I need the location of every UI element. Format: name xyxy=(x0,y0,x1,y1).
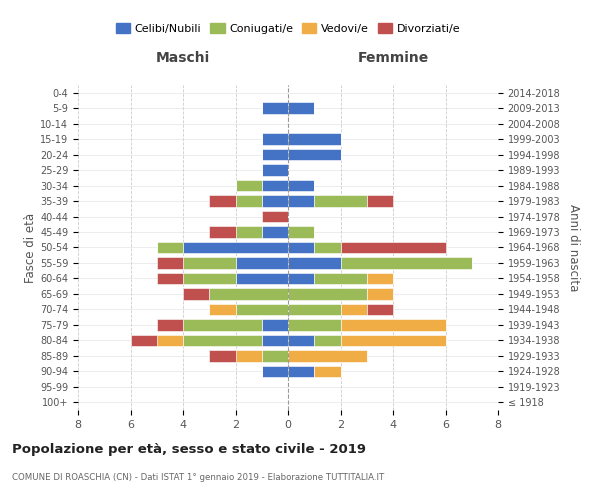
Bar xyxy=(341,242,445,254)
Bar xyxy=(183,334,262,346)
Bar xyxy=(367,304,393,315)
Bar xyxy=(209,226,235,238)
Bar xyxy=(288,242,314,254)
Bar xyxy=(262,196,288,207)
Bar xyxy=(367,272,393,284)
Bar xyxy=(314,242,341,254)
Bar xyxy=(341,304,367,315)
Bar xyxy=(288,257,341,269)
Text: Popolazione per età, sesso e stato civile - 2019: Popolazione per età, sesso e stato civil… xyxy=(12,442,366,456)
Bar xyxy=(288,304,341,315)
Bar xyxy=(157,319,183,330)
Bar xyxy=(262,319,288,330)
Bar xyxy=(341,257,472,269)
Bar xyxy=(209,288,288,300)
Bar xyxy=(314,196,367,207)
Bar xyxy=(341,334,445,346)
Bar xyxy=(183,319,262,330)
Bar xyxy=(288,134,341,145)
Bar xyxy=(235,304,288,315)
Bar xyxy=(235,196,262,207)
Bar xyxy=(288,149,341,160)
Bar xyxy=(183,288,209,300)
Bar xyxy=(157,242,183,254)
Bar xyxy=(157,257,183,269)
Bar xyxy=(288,288,367,300)
Bar xyxy=(288,180,314,192)
Bar xyxy=(157,272,183,284)
Bar xyxy=(235,350,262,362)
Bar xyxy=(262,164,288,176)
Bar xyxy=(288,196,314,207)
Bar xyxy=(288,272,314,284)
Bar xyxy=(367,196,393,207)
Bar xyxy=(235,257,288,269)
Bar xyxy=(262,102,288,114)
Bar xyxy=(262,149,288,160)
Bar xyxy=(367,288,393,300)
Bar xyxy=(262,334,288,346)
Bar xyxy=(262,180,288,192)
Bar xyxy=(314,272,367,284)
Bar xyxy=(262,134,288,145)
Bar xyxy=(288,102,314,114)
Legend: Celibi/Nubili, Coniugati/e, Vedovi/e, Divorziati/e: Celibi/Nubili, Coniugati/e, Vedovi/e, Di… xyxy=(112,19,464,38)
Bar xyxy=(314,366,341,377)
Bar xyxy=(314,334,341,346)
Bar xyxy=(262,226,288,238)
Bar xyxy=(130,334,157,346)
Bar xyxy=(288,366,314,377)
Text: COMUNE DI ROASCHIA (CN) - Dati ISTAT 1° gennaio 2019 - Elaborazione TUTTITALIA.I: COMUNE DI ROASCHIA (CN) - Dati ISTAT 1° … xyxy=(12,472,384,482)
Bar xyxy=(235,180,262,192)
Bar xyxy=(262,366,288,377)
Bar xyxy=(288,350,367,362)
Text: Maschi: Maschi xyxy=(156,51,210,65)
Bar xyxy=(209,196,235,207)
Bar xyxy=(288,319,341,330)
Bar xyxy=(209,304,235,315)
Bar xyxy=(183,272,235,284)
Bar xyxy=(341,319,445,330)
Bar xyxy=(235,226,262,238)
Y-axis label: Anni di nascita: Anni di nascita xyxy=(567,204,580,291)
Bar xyxy=(183,257,235,269)
Y-axis label: Fasce di età: Fasce di età xyxy=(24,212,37,282)
Bar xyxy=(288,334,314,346)
Bar xyxy=(183,242,288,254)
Bar xyxy=(209,350,235,362)
Text: Femmine: Femmine xyxy=(358,51,428,65)
Bar xyxy=(262,350,288,362)
Bar xyxy=(235,272,288,284)
Bar xyxy=(262,210,288,222)
Bar xyxy=(288,226,314,238)
Bar xyxy=(157,334,183,346)
